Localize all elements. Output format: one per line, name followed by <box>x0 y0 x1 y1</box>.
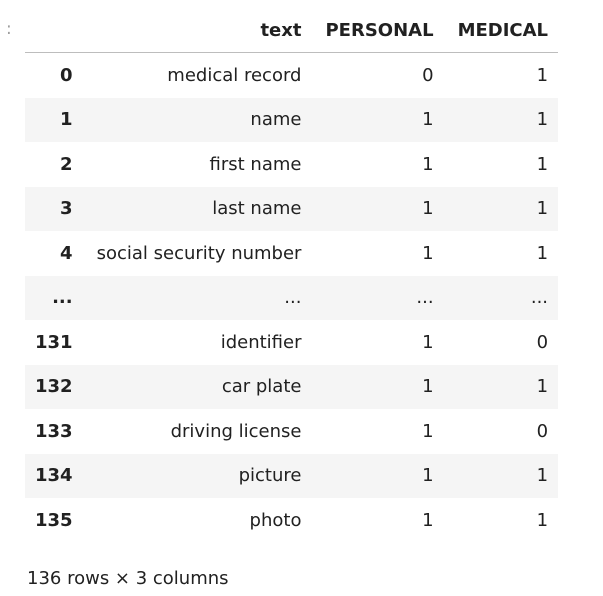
row-index: 134 <box>35 465 73 487</box>
cell-medical: 0 <box>536 420 549 442</box>
cell-text: name <box>250 109 302 131</box>
table-row: 2 first name 1 1 <box>25 142 558 187</box>
cell-text: driving license <box>170 420 302 442</box>
cell-medical: 1 <box>536 465 549 487</box>
cell-text: identifier <box>220 331 302 353</box>
cell-personal: 1 <box>422 242 434 264</box>
cell-text: medical record <box>167 64 302 86</box>
row-index: 1 <box>60 109 73 131</box>
column-header-medical: MEDICAL <box>445 8 559 53</box>
table-row: 133 driving license 1 0 <box>25 409 558 454</box>
cell-text: last name <box>212 198 302 220</box>
cell-medical: 1 <box>536 109 549 131</box>
cell-personal: 1 <box>422 109 434 131</box>
table-row: 1 name 1 1 <box>25 97 559 142</box>
row-index: 135 <box>35 509 73 531</box>
row-index: 4 <box>60 242 73 264</box>
row-index: 131 <box>35 331 73 353</box>
cell-text: first name <box>209 153 302 175</box>
row-index: 2 <box>60 153 73 175</box>
row-index: ... <box>52 287 73 309</box>
cell-personal: 0 <box>422 64 434 86</box>
cell-personal: 1 <box>422 376 434 398</box>
cell-text: car plate <box>221 376 302 398</box>
header-row: text PERSONAL MEDICAL <box>25 8 559 53</box>
cell-text: photo <box>249 509 302 531</box>
table-header: text PERSONAL MEDICAL <box>25 8 559 53</box>
index-header <box>25 8 85 53</box>
row-index: 0 <box>60 64 73 86</box>
cell-personal: ... <box>416 287 434 309</box>
cell-medical: 1 <box>536 64 549 86</box>
table-row: ............ <box>25 275 559 320</box>
cell-medical: ... <box>530 287 549 309</box>
cell-personal: 1 <box>422 198 434 220</box>
table-row: 132 car plate 1 1 <box>25 364 559 409</box>
cell-personal: 1 <box>422 420 434 442</box>
dataframe-shape-info: 136 rows × 3 columns <box>27 568 229 589</box>
cell-text: ... <box>284 287 302 309</box>
cell-text: social security number <box>96 242 302 264</box>
table-row: 131 identifier 1 0 <box>25 320 558 365</box>
table-row: 0 medical record 0 1 <box>25 53 558 98</box>
cell-personal: 1 <box>422 465 434 487</box>
cell-personal: 1 <box>422 331 434 353</box>
cell-text: picture <box>238 465 302 487</box>
row-index: 3 <box>60 198 73 220</box>
table-body: 0 medical record 0 1 1 name 1 1 2 first name 1 1 3 la… <box>25 53 559 543</box>
cell-prompt-marker: : <box>6 19 12 39</box>
table-row: 4 social security number 1 1 <box>25 231 558 276</box>
row-index: 133 <box>35 420 73 442</box>
cell-medical: 1 <box>536 198 549 220</box>
row-index: 132 <box>35 376 73 398</box>
dataframe-table: text PERSONAL MEDICAL 0 medical record 0 1 1… <box>25 8 559 543</box>
cell-medical: 0 <box>536 331 549 353</box>
cell-medical: 1 <box>536 242 549 264</box>
cell-medical: 1 <box>536 153 549 175</box>
table-row: 3 last name 1 1 <box>25 186 559 231</box>
table-row: 135 photo 1 1 <box>25 498 558 543</box>
cell-medical: 1 <box>536 376 549 398</box>
cell-personal: 1 <box>422 153 434 175</box>
cell-personal: 1 <box>422 509 434 531</box>
column-header-text: text <box>84 8 314 53</box>
cell-medical: 1 <box>536 509 549 531</box>
table-row: 134 picture 1 1 <box>25 453 559 498</box>
column-header-personal: PERSONAL <box>313 8 446 53</box>
